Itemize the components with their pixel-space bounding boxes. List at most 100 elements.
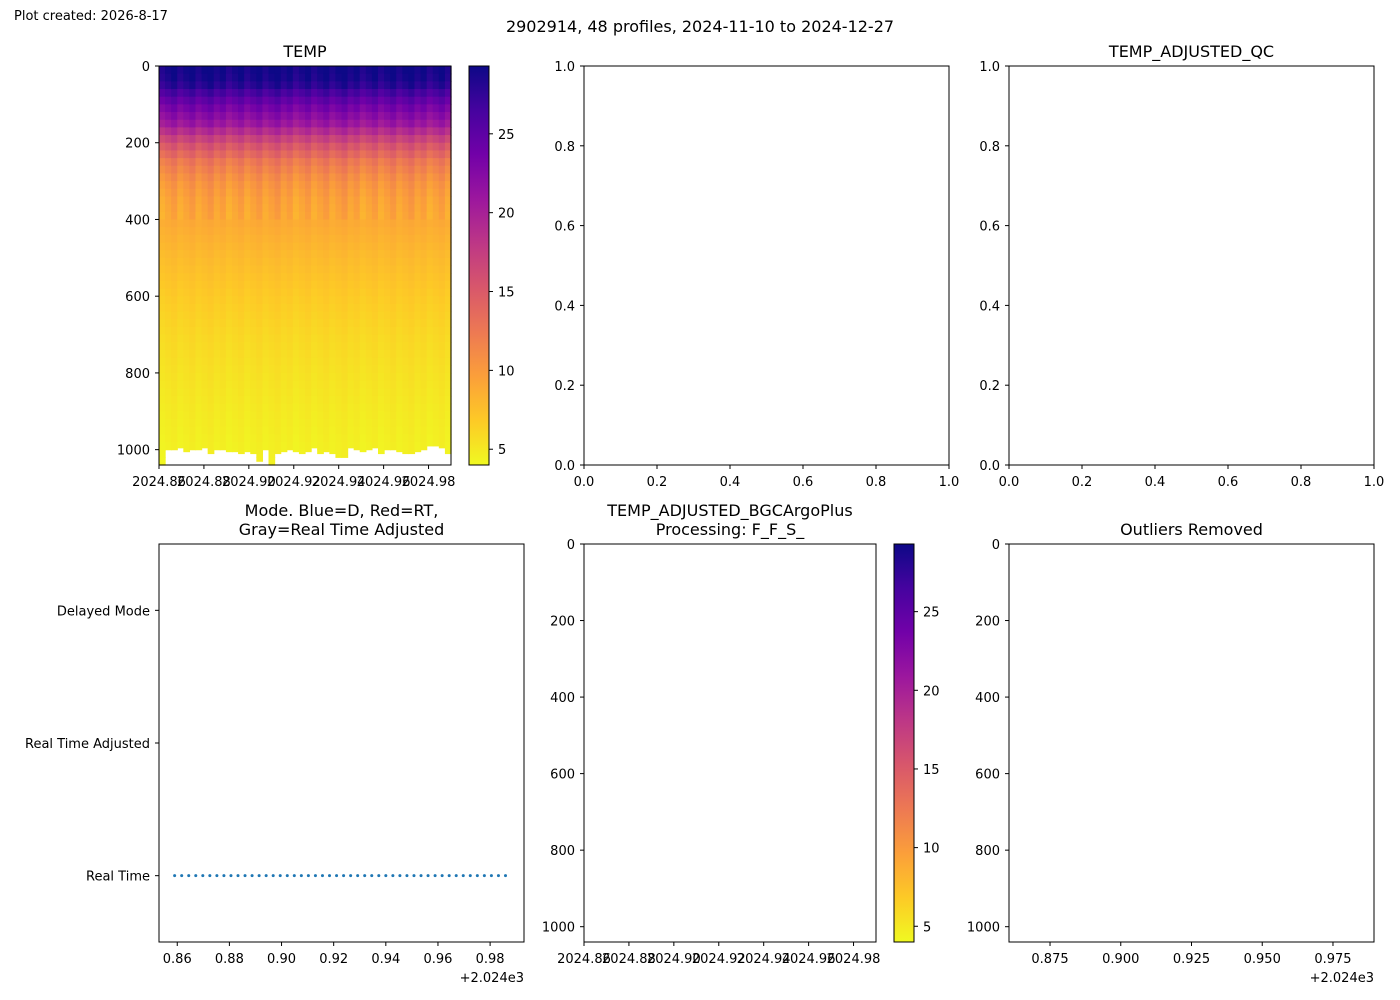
heatmap-cell xyxy=(213,357,221,366)
heatmap-cell xyxy=(298,372,306,382)
heatmap-cell xyxy=(238,265,245,274)
heatmap-cell xyxy=(232,73,239,82)
heatmap-cell xyxy=(378,196,385,205)
heatmap-cell xyxy=(426,403,434,412)
heatmap-cell xyxy=(177,158,184,167)
heatmap-cell xyxy=(359,112,367,121)
heatmap-cell xyxy=(177,403,184,412)
heatmap-cell xyxy=(292,250,300,259)
heatmap-cell xyxy=(341,334,349,343)
y-tick-label: 1.0 xyxy=(979,60,1000,75)
heatmap-cell xyxy=(207,372,215,382)
heatmap-cell xyxy=(408,234,416,244)
heatmap-cell xyxy=(402,173,410,182)
heatmap-cell xyxy=(256,365,264,374)
heatmap-cell xyxy=(426,165,434,175)
data-point xyxy=(320,874,324,878)
heatmap-cell xyxy=(171,319,178,328)
heatmap-cell xyxy=(280,418,288,428)
heatmap-cell xyxy=(201,89,209,98)
heatmap-cell xyxy=(420,280,428,290)
heatmap-cell xyxy=(396,265,403,274)
heatmap-cell xyxy=(365,334,373,343)
heatmap-cell xyxy=(329,81,337,90)
heatmap-cell xyxy=(420,165,428,175)
heatmap-cell xyxy=(298,127,306,136)
heatmap-cell xyxy=(402,250,410,259)
heatmap-cell xyxy=(298,288,306,297)
heatmap-cell xyxy=(207,365,215,374)
heatmap-cell xyxy=(341,388,349,397)
heatmap-cell xyxy=(432,250,440,259)
heatmap-cell xyxy=(292,150,300,159)
heatmap-cell xyxy=(408,280,416,290)
heatmap-cell xyxy=(165,81,172,90)
heatmap-cell xyxy=(305,66,312,75)
heatmap-cell xyxy=(280,403,288,412)
heatmap-cell xyxy=(201,211,209,221)
heatmap-cell xyxy=(420,135,428,144)
heatmap-cell xyxy=(292,372,300,382)
heatmap-cell xyxy=(420,188,428,198)
heatmap-cell xyxy=(189,158,197,167)
heatmap-cell xyxy=(280,311,288,320)
heatmap-cell xyxy=(159,319,166,328)
heatmap-cell xyxy=(390,303,397,313)
heatmap-cell xyxy=(280,250,288,259)
heatmap-cell xyxy=(408,326,416,336)
heatmap-cell xyxy=(438,165,446,175)
heatmap-cell xyxy=(426,89,434,98)
heatmap-cell xyxy=(432,265,440,274)
heatmap-cell xyxy=(207,196,215,205)
heatmap-cell xyxy=(438,204,446,213)
heatmap-cell xyxy=(396,334,403,343)
heatmap-cell xyxy=(396,119,403,128)
heatmap-cell xyxy=(250,349,257,359)
heatmap-cell xyxy=(305,273,312,282)
heatmap-cell xyxy=(219,135,227,144)
heatmap-cell xyxy=(311,296,318,305)
heatmap-cell xyxy=(311,288,318,297)
heatmap-cell xyxy=(384,211,391,221)
heatmap-cell xyxy=(298,196,306,205)
heatmap-cell xyxy=(171,127,178,136)
heatmap-cell xyxy=(268,227,276,236)
heatmap-cell xyxy=(384,242,391,251)
heatmap-cell xyxy=(402,380,410,389)
heatmap-cell xyxy=(365,418,373,428)
heatmap-cell xyxy=(420,227,428,236)
heatmap-cell xyxy=(396,142,403,151)
heatmap-cell xyxy=(232,127,239,136)
heatmap-cell xyxy=(292,112,300,121)
heatmap-cell xyxy=(444,288,452,297)
heatmap-cell xyxy=(371,219,379,228)
heatmap-cell xyxy=(201,418,209,428)
heatmap-cell xyxy=(378,219,385,228)
heatmap-cell xyxy=(317,426,324,435)
heatmap-cell xyxy=(432,96,440,105)
heatmap-cell xyxy=(311,342,318,351)
heatmap-cell xyxy=(408,418,416,428)
heatmap-cell xyxy=(408,196,416,205)
heatmap-cell xyxy=(311,150,318,159)
heatmap-cell xyxy=(232,181,239,190)
heatmap-cell xyxy=(213,66,221,75)
heatmap-cell xyxy=(219,73,227,82)
heatmap-cell xyxy=(329,96,337,105)
heatmap-cell xyxy=(286,181,294,190)
heatmap-cell xyxy=(286,273,294,282)
heatmap-cell xyxy=(244,257,251,267)
heatmap-cell xyxy=(201,66,209,75)
heatmap-cell xyxy=(177,204,184,213)
heatmap-cell xyxy=(232,418,239,428)
heatmap-cell xyxy=(238,441,245,451)
heatmap-cell xyxy=(286,418,294,428)
heatmap-cell xyxy=(159,411,166,420)
heatmap-cell xyxy=(390,165,397,175)
heatmap-cell xyxy=(390,311,397,320)
heatmap-cell xyxy=(390,319,397,328)
x-tick-label: 0.925 xyxy=(1173,952,1210,967)
heatmap-cell xyxy=(335,296,343,305)
heatmap-cell xyxy=(335,96,343,105)
heatmap-cell xyxy=(274,142,282,151)
